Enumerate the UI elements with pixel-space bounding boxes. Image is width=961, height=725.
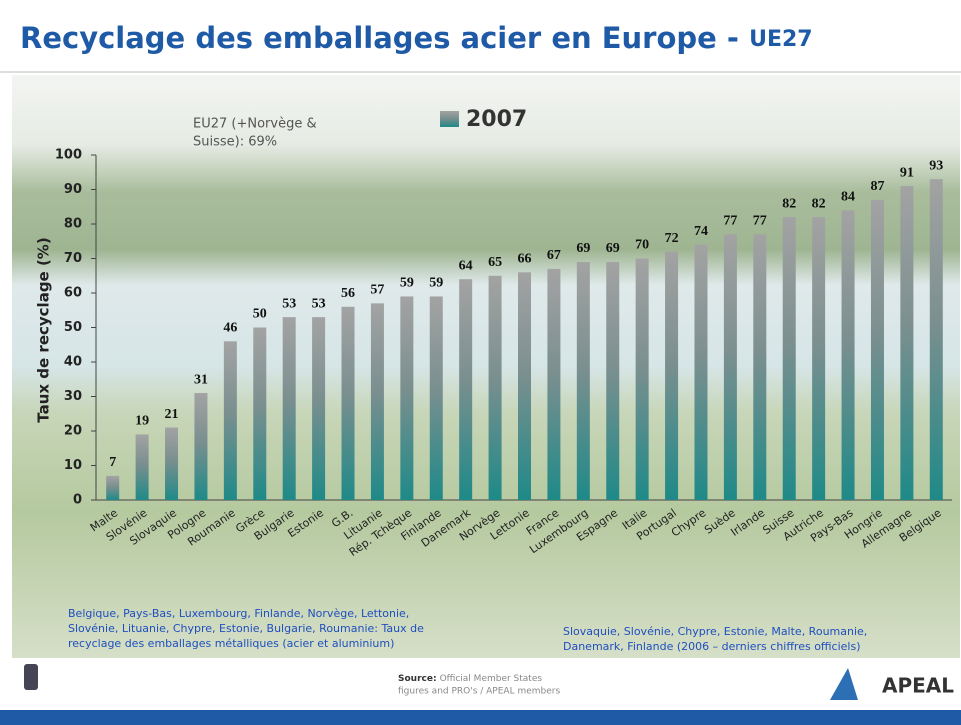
value-label: 21 [165, 407, 179, 422]
value-label: 46 [223, 321, 237, 336]
bar [430, 296, 443, 500]
value-label: 69 [576, 241, 590, 256]
y-tick-label: 40 [64, 355, 82, 370]
bar [106, 476, 119, 500]
value-label: 50 [253, 307, 267, 322]
bar [812, 217, 825, 500]
bar [547, 269, 560, 500]
logo-icon [24, 664, 38, 690]
value-label: 82 [782, 196, 796, 211]
title-suffix: UE27 [749, 27, 813, 52]
note-line: recyclage des emballages métalliques (ac… [68, 636, 424, 651]
annotation: Suisse): 69% [193, 135, 277, 150]
notes-left: Belgique, Pays-Bas, Luxembourg, Finlande… [68, 606, 424, 651]
bar [724, 234, 737, 500]
note-line: Slovaquie, Slovénie, Chypre, Estonie, Ma… [563, 624, 867, 639]
source-label: Source: [398, 674, 437, 684]
bar [930, 179, 943, 500]
value-label: 84 [841, 189, 855, 204]
value-label: 53 [312, 296, 326, 311]
y-tick-label: 100 [55, 148, 82, 163]
bar [283, 317, 296, 500]
value-label: 72 [665, 231, 679, 246]
value-label: 53 [282, 296, 296, 311]
bar [783, 217, 796, 500]
bar [136, 434, 149, 500]
y-axis-label: Taux de recyclage (%) [35, 237, 53, 422]
value-label: 57 [370, 283, 384, 298]
title-main: Recyclage des emballages acier en Europe… [20, 21, 749, 55]
notes-right: Slovaquie, Slovénie, Chypre, Estonie, Ma… [563, 624, 867, 654]
bar [871, 200, 884, 500]
value-label: 67 [547, 248, 561, 263]
y-tick-label: 10 [64, 458, 82, 473]
value-label: 82 [812, 196, 826, 211]
value-label: 69 [606, 241, 620, 256]
y-tick-label: 80 [64, 217, 82, 232]
y-tick-label: 20 [64, 424, 82, 439]
value-label: 19 [135, 414, 149, 429]
bar [753, 234, 766, 500]
value-label: 87 [870, 179, 884, 194]
value-label: 59 [400, 276, 414, 291]
footer-band [0, 710, 961, 725]
value-label: 74 [694, 224, 708, 239]
bar [900, 186, 913, 500]
value-label: 65 [488, 255, 502, 270]
legend-swatch [440, 111, 459, 127]
bar [224, 341, 237, 500]
y-tick-label: 30 [64, 389, 82, 404]
bar [518, 272, 531, 500]
note-line: Danemark, Finlande (2006 – derniers chif… [563, 639, 867, 654]
y-tick-label: 0 [73, 493, 82, 508]
bar [459, 279, 472, 500]
note-line: Belgique, Pays-Bas, Luxembourg, Finlande… [68, 606, 424, 621]
bar [636, 259, 649, 501]
bar [400, 296, 413, 500]
value-label: 93 [929, 158, 943, 173]
bar [371, 303, 384, 500]
value-label: 91 [900, 165, 914, 180]
source-text: figures and PRO's / APEAL members [398, 687, 560, 697]
bar [253, 328, 266, 501]
annotation: EU27 (+Norvège & [193, 117, 317, 132]
bar [342, 307, 355, 500]
bar [606, 262, 619, 500]
value-label: 59 [429, 276, 443, 291]
value-label: 66 [518, 252, 532, 267]
value-label: 77 [753, 214, 767, 229]
bar [842, 210, 855, 500]
y-tick-label: 60 [64, 286, 82, 301]
source: Source:Official Member States [398, 674, 542, 684]
value-label: 56 [341, 286, 355, 301]
bar [665, 252, 678, 500]
value-label: 31 [194, 372, 208, 387]
bar [165, 428, 178, 500]
source-text: Official Member States [440, 674, 543, 684]
value-label: 7 [109, 455, 116, 470]
y-tick-label: 90 [64, 182, 82, 197]
value-label: 70 [635, 238, 649, 253]
legend-label: 2007 [466, 107, 527, 132]
bar [577, 262, 590, 500]
bar [312, 317, 325, 500]
bar [194, 393, 207, 500]
chart-title: Recyclage des emballages acier en Europe… [20, 21, 813, 55]
bar [694, 245, 707, 500]
value-label: 77 [723, 214, 737, 229]
y-tick-label: 70 [64, 251, 82, 266]
bar [489, 276, 502, 500]
note-line: Slovénie, Lituanie, Chypre, Estonie, Bul… [68, 621, 424, 636]
footer [0, 658, 961, 710]
value-label: 64 [459, 258, 473, 273]
logo-text: APEAL [882, 674, 954, 698]
y-tick-label: 50 [64, 320, 82, 335]
